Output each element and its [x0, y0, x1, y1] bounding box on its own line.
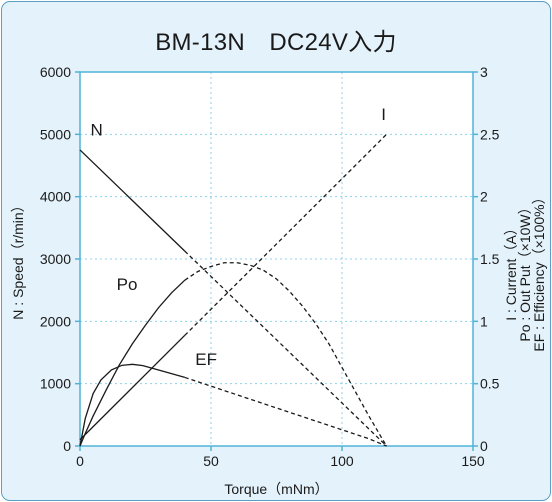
- series-label-n: N: [90, 121, 102, 140]
- y-right-tick-label: 1.5: [480, 251, 500, 267]
- y-axis-left-label: N : Speed（r/min）: [10, 198, 26, 319]
- x-tick-label: 0: [76, 453, 84, 469]
- y-left-tick-label: 5000: [40, 126, 71, 142]
- chart-title: BM-13N DC24V入力: [155, 29, 397, 56]
- y-right-tick-label: 3: [480, 64, 488, 80]
- series-po-solid: [79, 279, 186, 447]
- y-axis-right-label-output: Po : Out Put（×10W）: [517, 200, 533, 341]
- series-ef-solid: [79, 363, 185, 447]
- series-label-i: I: [381, 105, 386, 124]
- series-curves: N I Po EF: [79, 105, 388, 447]
- y-left-tick-label: 1000: [40, 376, 71, 392]
- x-axis-label: Torque（mNm）: [224, 481, 328, 497]
- series-i-solid: [79, 334, 186, 441]
- series-ef-dashed: [184, 376, 387, 447]
- grid-lines: [80, 72, 473, 446]
- y-axis-right-label-efficiency: EF : Efficiency（×100%）: [531, 190, 547, 351]
- series-n-solid: [79, 149, 186, 252]
- y-right-tick-label: 2: [480, 189, 488, 205]
- y-right-tick-label: 2.5: [480, 126, 500, 142]
- y-left-tick-label: 3000: [40, 251, 71, 267]
- y-axis-right-labels: I : Current（A） Po : Out Put（×10W） EF : E…: [503, 190, 547, 351]
- tick-labels: 0 50 100 150010002000300040005000600000.511…: [40, 64, 500, 469]
- y-left-tick-label: 6000: [40, 64, 71, 80]
- y-left-tick-label: 0: [63, 438, 71, 454]
- x-tick-label: 150: [461, 453, 485, 469]
- y-left-tick-label: 4000: [40, 189, 71, 205]
- series-label-po: Po: [117, 275, 138, 294]
- series-i-dashed: [184, 133, 387, 336]
- series-label-ef: EF: [195, 350, 217, 369]
- y-left-tick-label: 2000: [40, 313, 71, 329]
- axes: [75, 71, 478, 451]
- series-n-dashed: [184, 250, 387, 447]
- y-right-tick-label: 0.5: [480, 376, 500, 392]
- x-tick-label: 100: [330, 453, 354, 469]
- y-right-tick-label: 1: [480, 313, 488, 329]
- y-axis-right-label-current: I : Current（A）: [503, 221, 519, 321]
- y-right-tick-label: 0: [480, 438, 488, 454]
- series-po-dashed: [184, 262, 388, 447]
- x-tick-label: 50: [203, 453, 219, 469]
